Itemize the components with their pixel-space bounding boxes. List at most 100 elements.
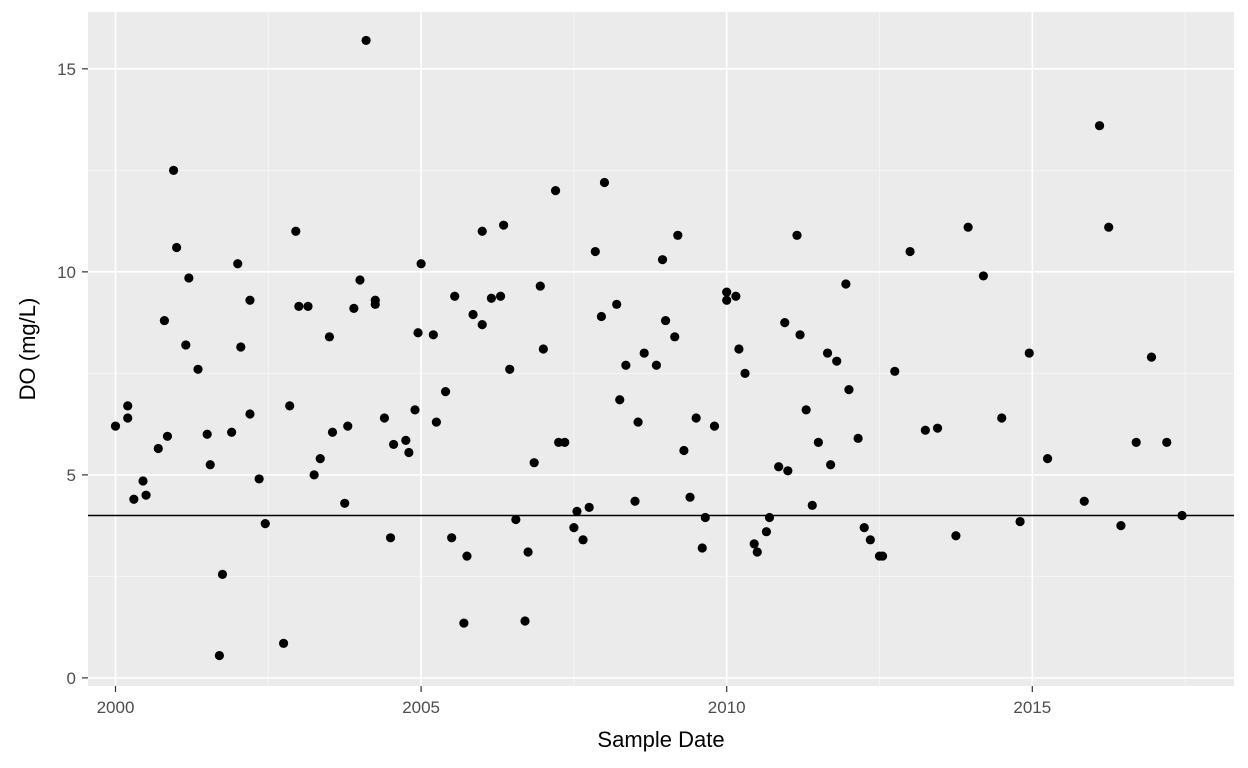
data-point: [865, 535, 875, 545]
data-point: [523, 547, 533, 557]
data-point: [801, 405, 811, 415]
data-point: [468, 309, 478, 320]
data-point: [792, 230, 802, 240]
data-point: [550, 186, 561, 196]
data-point: [499, 220, 509, 230]
data-point: [826, 460, 836, 470]
data-point: [679, 445, 689, 456]
data-point: [153, 443, 163, 454]
data-point: [447, 533, 457, 543]
data-point: [486, 293, 496, 303]
data-point: [1042, 454, 1053, 464]
data-point: [291, 226, 301, 236]
data-points: [110, 35, 1187, 661]
data-point: [477, 226, 487, 236]
data-point: [722, 287, 732, 297]
data-point: [361, 35, 371, 46]
data-point: [572, 506, 582, 517]
data-point: [890, 366, 900, 376]
data-point: [697, 543, 707, 553]
data-point: [963, 222, 973, 232]
data-point: [315, 454, 325, 464]
data-point: [495, 291, 506, 301]
data-point: [920, 425, 930, 435]
data-point: [278, 638, 289, 648]
data-point: [379, 413, 390, 423]
data-point: [1131, 437, 1141, 447]
data-point: [520, 616, 530, 626]
data-point: [1116, 521, 1126, 531]
data-point: [584, 502, 594, 512]
data-point: [685, 492, 695, 502]
data-point: [795, 330, 805, 340]
data-point: [1104, 222, 1114, 232]
data-point: [774, 462, 784, 472]
data-point: [129, 494, 139, 504]
data-point: [410, 405, 420, 415]
data-point: [168, 165, 179, 175]
data-point: [612, 299, 622, 309]
data-point: [343, 421, 353, 431]
data-point: [355, 275, 365, 285]
data-point: [722, 295, 732, 305]
data-point: [340, 498, 350, 508]
data-point: [349, 303, 359, 313]
data-point: [596, 311, 607, 322]
data-point: [428, 330, 438, 340]
data-point: [184, 273, 194, 283]
data-point: [535, 281, 545, 291]
data-point: [370, 299, 380, 309]
data-point: [245, 295, 255, 305]
data-point: [731, 291, 741, 301]
data-point: [1162, 437, 1172, 447]
data-point: [110, 421, 121, 431]
data-point: [233, 259, 243, 269]
data-point: [621, 360, 631, 370]
data-point: [651, 360, 662, 370]
data-point: [123, 401, 133, 411]
data-point: [214, 650, 225, 661]
data-point: [450, 291, 460, 301]
x-tick-label: 2015: [1013, 698, 1051, 717]
data-point: [505, 364, 515, 374]
data-point: [327, 427, 338, 437]
data-point: [978, 271, 989, 281]
data-point: [859, 523, 869, 533]
data-point: [905, 246, 915, 257]
data-point: [1094, 121, 1105, 131]
data-point: [951, 531, 961, 541]
data-point: [529, 458, 539, 468]
data-point: [413, 328, 423, 338]
data-point: [205, 460, 215, 470]
data-point: [660, 315, 671, 326]
data-point: [813, 437, 823, 447]
data-point: [303, 301, 313, 311]
data-point: [877, 551, 888, 561]
data-point: [462, 551, 472, 561]
data-point: [202, 429, 212, 439]
y-tick-label: 15: [57, 60, 76, 79]
y-axis: 0 5 10 15: [57, 60, 88, 688]
major-gridlines: [88, 12, 1234, 686]
data-point: [599, 177, 610, 188]
data-point: [254, 474, 264, 484]
data-point: [511, 514, 521, 525]
y-tick-label: 5: [67, 466, 76, 485]
data-point: [783, 466, 793, 476]
data-point: [138, 476, 148, 486]
data-point: [752, 547, 762, 557]
plot-panel: [88, 12, 1234, 686]
data-point: [560, 437, 570, 447]
data-point: [416, 259, 426, 269]
data-point: [615, 395, 625, 405]
x-tick-label: 2010: [708, 698, 746, 717]
data-point: [141, 490, 151, 500]
data-point: [162, 431, 173, 441]
data-point: [1024, 348, 1034, 358]
data-point: [832, 356, 842, 366]
x-axis: 2000 2005 2010 2015: [97, 686, 1051, 717]
minor-gridlines: [88, 12, 1234, 686]
data-point: [389, 439, 399, 450]
data-point: [172, 242, 182, 253]
